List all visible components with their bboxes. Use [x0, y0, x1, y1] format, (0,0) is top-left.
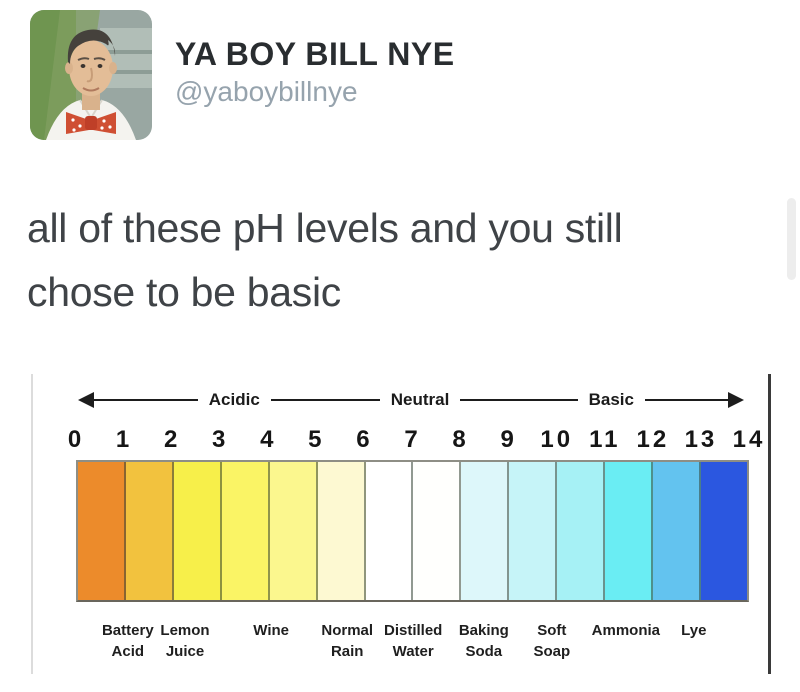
ph-tick-0: 0 — [67, 426, 85, 453]
axis-line — [270, 399, 380, 401]
avatar-portrait-illustration — [30, 10, 152, 140]
tweet-text-line-2: chose to be basic — [27, 269, 341, 315]
substance-labels: Battery Acid Lemon Juice Wine Normal Rai… — [76, 620, 749, 676]
ph-cell-8-9 — [461, 462, 510, 600]
axis-line — [460, 399, 578, 401]
ph-direction-axis: Acidic Neutral Basic — [78, 388, 744, 412]
ph-tick-9: 9 — [500, 426, 517, 453]
ph-tick-5: 5 — [308, 426, 325, 453]
ph-cell-3-4 — [221, 462, 270, 600]
ph-tick-4: 4 — [260, 426, 277, 453]
ph-cell-4-5 — [269, 462, 318, 600]
region-label-basic: Basic — [588, 390, 634, 409]
avatar[interactable] — [30, 10, 152, 140]
region-label-neutral: Neutral — [390, 390, 450, 409]
substance-label-soft-soap: Soft Soap — [533, 622, 571, 660]
ph-cell-12-13 — [653, 462, 701, 600]
substance-label-baking-soda: Baking Soda — [458, 622, 509, 660]
ph-cell-11-12 — [605, 462, 654, 600]
ph-cell-13-14 — [700, 462, 747, 600]
scrollbar-thumb[interactable] — [787, 198, 796, 280]
ph-cell-1-2 — [125, 462, 174, 600]
ph-tick-8: 8 — [452, 426, 469, 453]
axis-line — [644, 399, 728, 401]
ph-cell-0-1 — [78, 462, 126, 600]
ph-tick-12: 12 — [636, 426, 670, 453]
ph-cell-6-7 — [365, 462, 414, 600]
arrow-left-icon — [78, 392, 94, 408]
substance-label-normal-rain: Normal Rain — [321, 622, 374, 660]
ph-cell-2-3 — [173, 462, 222, 600]
substance-label-battery-acid: Battery Acid — [101, 622, 154, 660]
user-handle[interactable]: @yaboybillnye — [175, 76, 358, 107]
ph-tick-14: 14 — [732, 426, 766, 453]
substance-label-lemon-juice: Lemon Juice — [160, 622, 210, 660]
ph-axis-ticks: 0 1 2 3 4 5 6 7 8 9 10 11 12 13 14 — [68, 426, 763, 458]
ph-tick-1: 1 — [115, 426, 133, 453]
substance-label-ammonia: Ammonia — [591, 622, 660, 639]
ph-tick-3: 3 — [212, 426, 229, 453]
ph-cell-10-11 — [557, 462, 606, 600]
ph-cell-5-6 — [317, 462, 366, 600]
tweet-text: all of these pH levels and you still cho… — [27, 196, 793, 324]
arrow-right-icon — [728, 392, 744, 408]
display-name[interactable]: YA BOY BILL NYE — [175, 36, 455, 72]
ph-tick-2: 2 — [163, 426, 181, 453]
ph-tick-10: 10 — [540, 426, 574, 453]
ph-cell-9-10 — [509, 462, 558, 600]
substance-label-wine: Wine — [253, 622, 290, 639]
ph-tick-7: 7 — [404, 426, 421, 453]
ph-color-bar — [76, 460, 749, 602]
ph-tick-13: 13 — [684, 426, 718, 453]
region-label-acidic: Acidic — [208, 390, 260, 409]
substance-label-distilled-water: Distilled Water — [383, 622, 443, 660]
ph-tick-6: 6 — [356, 426, 373, 453]
ph-tick-11: 11 — [589, 426, 621, 453]
tweet-text-line-1: all of these pH levels and you still — [27, 205, 623, 251]
ph-cell-7-8 — [413, 462, 462, 600]
substance-label-lye: Lye — [681, 622, 707, 639]
axis-line — [94, 399, 198, 401]
tweet-media-ph-scale[interactable]: Acidic Neutral Basic 0 1 2 3 4 5 6 7 8 9… — [31, 374, 771, 674]
